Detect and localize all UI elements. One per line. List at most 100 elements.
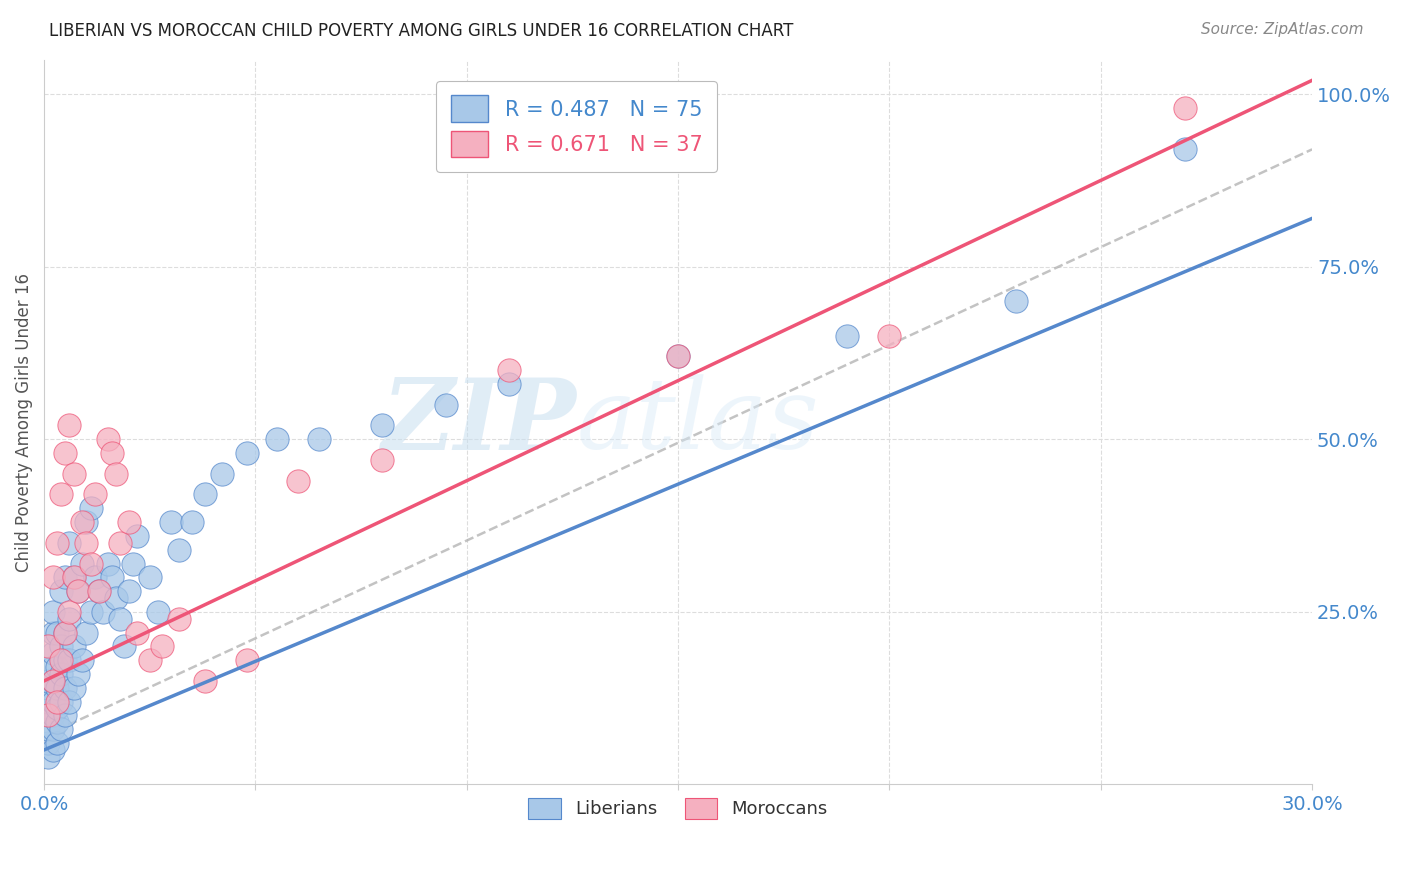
Point (41, 605, 63, 619)
Point (666, 350, 689, 364)
Point (236, 446, 259, 460)
Point (169, 612, 191, 626)
Point (62, 467, 84, 481)
Point (37, 695, 59, 709)
Point (70, 557, 93, 571)
Text: LIBERIAN VS MOROCCAN CHILD POVERTY AMONG GIRLS UNDER 16 CORRELATION CHART: LIBERIAN VS MOROCCAN CHILD POVERTY AMONG… (49, 22, 793, 40)
Point (139, 570, 162, 584)
Point (58, 418, 80, 433)
Point (75, 625, 97, 640)
Point (83, 570, 105, 584)
Point (58, 605, 80, 619)
Point (45, 625, 67, 640)
Point (236, 653, 259, 667)
Point (49, 722, 72, 736)
Point (96, 432, 118, 446)
Point (37, 708, 59, 723)
Point (37, 673, 59, 688)
Point (127, 529, 149, 543)
Point (75, 536, 97, 550)
Point (108, 612, 131, 626)
Point (37, 708, 59, 723)
Point (41, 695, 63, 709)
Point (1174, 142, 1197, 156)
Point (45, 736, 67, 750)
Point (104, 467, 127, 481)
Point (194, 487, 217, 501)
Point (45, 695, 67, 709)
Point (79, 605, 101, 619)
Point (108, 536, 131, 550)
Point (45, 701, 67, 715)
Point (100, 570, 122, 584)
Point (58, 536, 80, 550)
Point (58, 612, 80, 626)
Point (70, 653, 93, 667)
Point (139, 653, 162, 667)
Point (41, 646, 63, 660)
Point (70, 515, 93, 529)
Legend: Liberians, Moroccans: Liberians, Moroccans (522, 791, 835, 826)
Point (37, 736, 59, 750)
Point (79, 501, 101, 516)
Point (53, 625, 76, 640)
Point (53, 681, 76, 695)
Point (41, 673, 63, 688)
Point (62, 570, 84, 584)
Point (53, 446, 76, 460)
Point (37, 640, 59, 654)
Point (37, 722, 59, 736)
Point (371, 453, 394, 467)
Point (49, 487, 72, 501)
Point (112, 640, 135, 654)
Point (41, 708, 63, 723)
Point (49, 653, 72, 667)
Point (45, 536, 67, 550)
Point (498, 363, 520, 377)
Point (211, 467, 233, 481)
Point (117, 584, 139, 599)
Point (83, 487, 105, 501)
Point (169, 542, 191, 557)
Point (49, 695, 72, 709)
Text: Source: ZipAtlas.com: Source: ZipAtlas.com (1201, 22, 1364, 37)
Point (666, 350, 689, 364)
Point (122, 557, 145, 571)
Point (194, 673, 217, 688)
Point (58, 695, 80, 709)
Point (160, 515, 183, 529)
Point (79, 557, 101, 571)
Point (45, 681, 67, 695)
Point (53, 570, 76, 584)
Point (49, 584, 72, 599)
Point (66, 667, 89, 681)
Point (837, 328, 859, 343)
Text: atlas: atlas (576, 375, 820, 470)
Point (371, 418, 394, 433)
Point (53, 708, 76, 723)
Point (181, 515, 204, 529)
Point (117, 515, 139, 529)
Point (37, 749, 59, 764)
Point (152, 640, 174, 654)
Point (100, 446, 122, 460)
Point (41, 625, 63, 640)
Point (96, 557, 118, 571)
Point (127, 625, 149, 640)
Point (45, 660, 67, 674)
Point (75, 515, 97, 529)
Point (87, 584, 110, 599)
Point (266, 432, 288, 446)
Point (287, 474, 309, 488)
Point (87, 584, 110, 599)
Point (91, 605, 114, 619)
Text: ZIP: ZIP (381, 374, 576, 470)
Point (53, 625, 76, 640)
Point (53, 653, 76, 667)
Point (41, 743, 63, 757)
Point (41, 570, 63, 584)
Point (49, 667, 72, 681)
Point (62, 570, 84, 584)
Point (41, 660, 63, 674)
Point (104, 591, 127, 605)
